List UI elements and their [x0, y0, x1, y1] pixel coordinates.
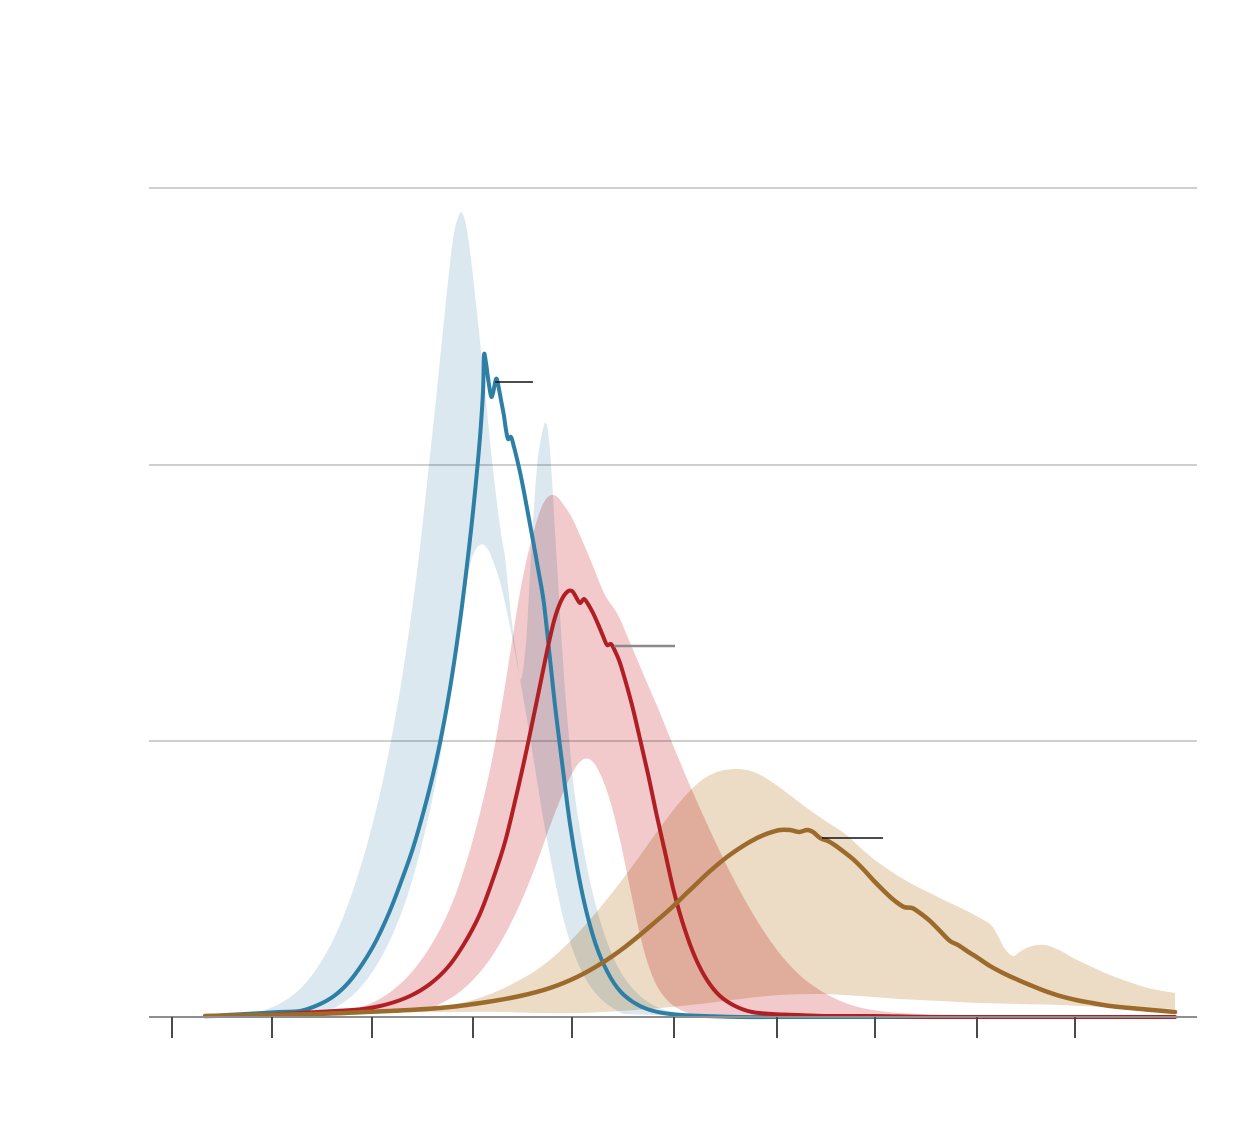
band-red: [350, 494, 1175, 1017]
line-blue: [203, 351, 952, 1020]
line-tan: [202, 827, 1178, 1019]
line-red: [203, 588, 1177, 1020]
gridlines: [149, 187, 1197, 742]
median-curves: [202, 351, 1178, 1020]
confidence-bands: [258, 212, 1175, 1018]
peak-leader-lines: [495, 381, 883, 839]
band-tan: [420, 768, 1175, 1014]
x-axis: [149, 1016, 1197, 1038]
